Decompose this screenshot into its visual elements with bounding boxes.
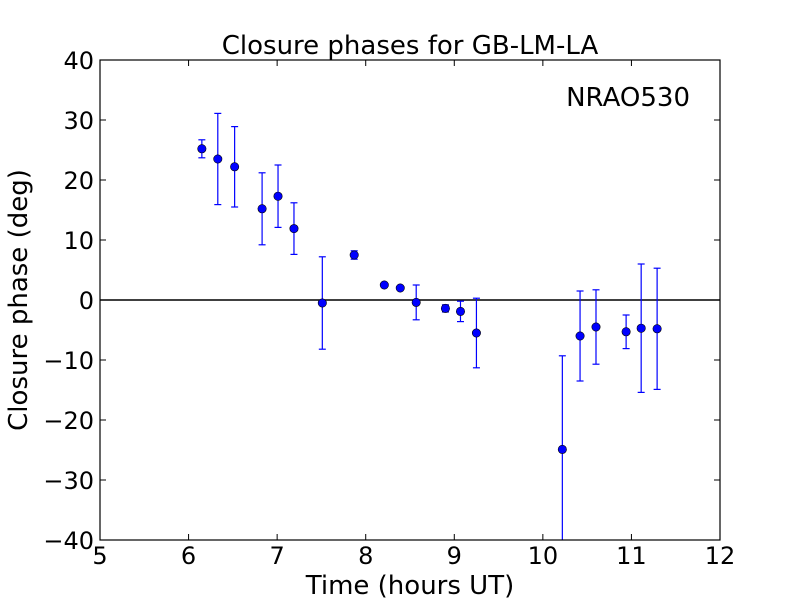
data-point-group bbox=[317, 256, 327, 350]
data-series bbox=[197, 112, 662, 540]
y-tick-label: −30 bbox=[43, 467, 94, 495]
y-tick-label: 20 bbox=[63, 167, 94, 195]
data-point-group bbox=[289, 202, 299, 255]
data-point-group bbox=[636, 263, 646, 393]
data-point bbox=[273, 191, 283, 201]
x-tick-label: 12 bbox=[705, 542, 736, 570]
data-point-group bbox=[591, 289, 601, 365]
data-point-group bbox=[557, 355, 567, 540]
data-point-group bbox=[379, 280, 389, 290]
chart-title: Closure phases for GB-LM-LA bbox=[222, 31, 599, 61]
y-axis-label: Closure phase (deg) bbox=[4, 169, 34, 431]
data-point bbox=[636, 323, 646, 333]
y-tick-label: 0 bbox=[79, 287, 94, 315]
data-point bbox=[197, 144, 207, 154]
data-point-group bbox=[411, 284, 421, 321]
data-point bbox=[317, 298, 327, 308]
y-tick-label: 30 bbox=[63, 107, 94, 135]
data-point bbox=[379, 280, 389, 290]
data-point-group bbox=[230, 125, 240, 208]
data-point-group bbox=[273, 164, 283, 228]
data-point-group bbox=[257, 172, 267, 246]
y-tick-label: −40 bbox=[43, 527, 94, 555]
x-tick-label: 11 bbox=[616, 542, 647, 570]
data-point-group bbox=[197, 139, 207, 159]
x-tick-label: 5 bbox=[92, 542, 107, 570]
data-point bbox=[575, 331, 585, 341]
data-point-group bbox=[471, 297, 481, 369]
data-point bbox=[257, 204, 267, 214]
x-axis-label: Time (hours UT) bbox=[305, 571, 514, 600]
y-tick-label: −10 bbox=[43, 347, 94, 375]
data-point bbox=[621, 327, 631, 337]
data-point bbox=[557, 444, 567, 454]
data-point bbox=[349, 250, 359, 260]
data-point bbox=[395, 283, 405, 293]
data-point-group bbox=[440, 303, 450, 313]
data-point-group bbox=[575, 290, 585, 382]
y-tick-label: 40 bbox=[63, 47, 94, 75]
x-tick-label: 8 bbox=[358, 542, 373, 570]
data-point bbox=[213, 154, 223, 164]
data-point bbox=[652, 324, 662, 334]
data-point-group bbox=[652, 267, 662, 390]
data-point bbox=[471, 328, 481, 338]
y-tick-label: 10 bbox=[63, 227, 94, 255]
data-point bbox=[411, 297, 421, 307]
data-point bbox=[455, 306, 465, 316]
x-tick-label: 6 bbox=[181, 542, 196, 570]
data-point bbox=[230, 162, 240, 172]
data-point-group bbox=[349, 250, 359, 260]
data-point-group bbox=[395, 283, 405, 293]
y-tick-label: −20 bbox=[43, 407, 94, 435]
data-point bbox=[591, 322, 601, 332]
x-tick-label: 10 bbox=[528, 542, 559, 570]
source-annotation: NRAO530 bbox=[566, 83, 690, 113]
x-tick-label: 9 bbox=[447, 542, 462, 570]
data-point-group bbox=[213, 112, 223, 206]
data-point bbox=[440, 303, 450, 313]
data-point-group bbox=[455, 300, 465, 323]
data-point bbox=[289, 224, 299, 234]
data-point-group bbox=[621, 314, 631, 350]
plot-area: 5 6 7 8 9 10 11 12 −40 −30 −20 −10 0 10 20 30 40 bbox=[43, 47, 735, 570]
x-tick-label: 7 bbox=[270, 542, 285, 570]
